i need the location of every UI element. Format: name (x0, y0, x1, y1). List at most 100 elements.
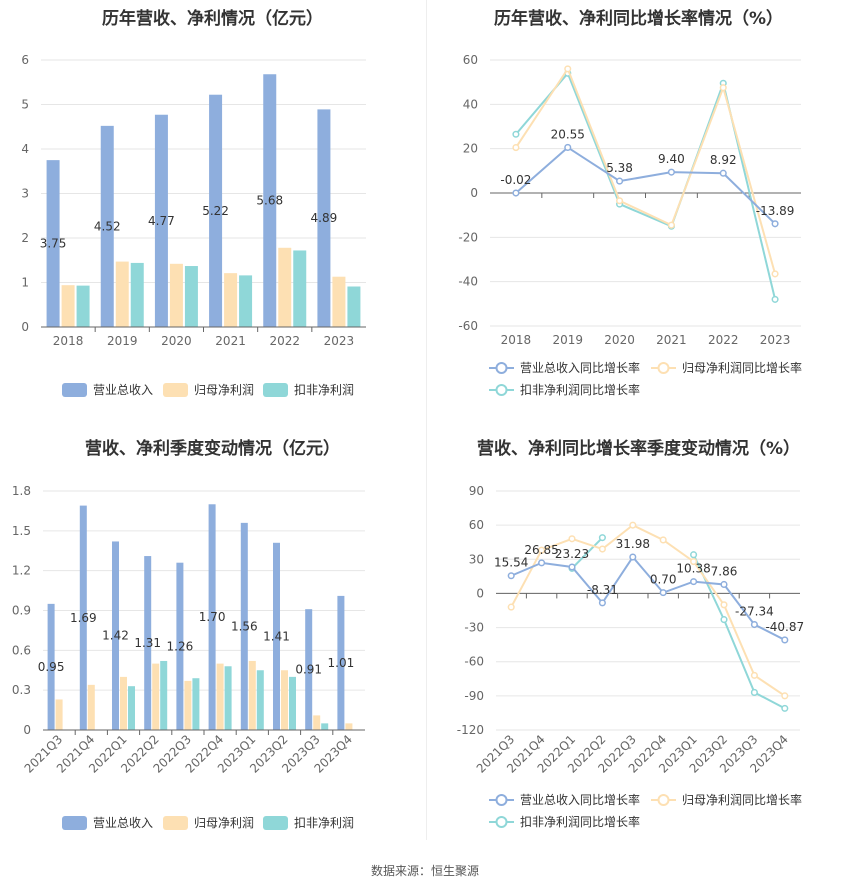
y-tick-label: 40 (463, 97, 478, 111)
data-point (616, 177, 624, 185)
data-label: 5.68 (256, 194, 283, 208)
chart-title: 历年营收、净利同比增长率情况（%） (493, 9, 784, 29)
data-point (690, 578, 698, 586)
data-label: 7.86 (711, 564, 738, 578)
data-point (598, 545, 606, 553)
data-point (538, 559, 546, 567)
bar (293, 250, 307, 327)
data-point (690, 558, 698, 566)
data-label: 0.70 (650, 573, 677, 587)
data-point (781, 636, 789, 644)
series-line (515, 66, 777, 275)
legend-swatch (263, 383, 288, 397)
data-point (507, 603, 515, 611)
legend-label: 扣非净利润同比增长率 (520, 382, 640, 397)
data-point (720, 580, 728, 589)
data-label: 31.98 (616, 537, 650, 551)
y-tick-label: 60 (469, 518, 484, 532)
series-line (510, 523, 786, 697)
y-tick-label: 0.6 (12, 643, 31, 657)
legend-label: 归母净利润同比增长率 (682, 792, 802, 807)
data-label: 1.01 (328, 656, 355, 670)
data-label: 20.55 (551, 127, 585, 141)
bar (61, 285, 75, 327)
data-label: -27.34 (735, 605, 774, 619)
y-tick-label: -90 (464, 689, 484, 703)
quarterly-growth-chart: 营收、净利同比增长率季度变动情况（%） -120 -90 -60 -30 0 30 60 90… (427, 420, 850, 840)
bar (115, 261, 129, 327)
data-label: -8.31 (587, 583, 618, 597)
y-tick-label: 1 (21, 276, 29, 290)
legend-label: 归母净利润 (194, 383, 254, 397)
x-tick-label: 2022 (269, 334, 300, 348)
annual-bar-chart: 历年营收、净利情况（亿元） 0 1 2 3 4 5 6 3.75 4.52 4.77 5.22 5.6… (0, 0, 425, 410)
data-label: 15.54 (494, 556, 528, 570)
data-point (771, 270, 779, 278)
data-point (690, 551, 698, 559)
annual-growth-svg: -60 -40 -20 0 20 40 60 -0.02 20.55 5.38 9.40 8.92 -1… (458, 53, 802, 397)
data-point (771, 220, 779, 228)
legend-swatch (657, 362, 670, 374)
data-label: 4.52 (94, 219, 121, 233)
x-tick-label: 2019 (552, 333, 583, 347)
data-label: 1.31 (134, 636, 161, 650)
bar (120, 676, 127, 730)
data-label: 0.95 (38, 660, 65, 674)
bar (209, 94, 223, 328)
data-label: 26.85 (524, 543, 558, 557)
legend-label: 归母净利润同比增长率 (682, 360, 802, 375)
y-tick-label: 60 (463, 53, 478, 67)
bar (305, 609, 313, 730)
data-label: -0.02 (500, 173, 531, 187)
bar (273, 542, 280, 730)
bar (256, 670, 264, 730)
quarterly-bar-svg: 0 0.3 0.6 0.9 1.2 1.5 1.8 0.95 1.69 1.42 1.31 1.26 1… (12, 484, 365, 830)
bar (239, 275, 253, 327)
legend-swatch (657, 794, 670, 806)
bar (46, 160, 60, 327)
legend-swatch (495, 794, 508, 806)
bar (216, 663, 224, 730)
legend-label: 扣非净利润 (294, 816, 354, 830)
legend-label: 归母净利润 (194, 816, 254, 830)
legend-label: 扣非净利润同比增长率 (520, 814, 640, 829)
data-label: 1.26 (167, 639, 194, 653)
data-point (512, 144, 520, 152)
y-tick-label: -60 (464, 655, 484, 669)
y-tick-label: 0.9 (12, 604, 31, 618)
annual-bar-svg: 0 1 2 3 4 5 6 3.75 4.52 4.77 5.22 5.68 4.89 2018 2019 2… (21, 53, 366, 397)
y-tick-label: -40 (458, 275, 478, 289)
bar (160, 660, 168, 730)
bar (224, 666, 232, 730)
data-point (771, 295, 779, 303)
y-tick-label: -30 (464, 621, 484, 635)
y-tick-label: 0 (470, 186, 478, 200)
legend-label: 营业总收入同比增长率 (520, 792, 640, 807)
panel-divider (426, 0, 427, 840)
bar (144, 556, 152, 730)
y-tick-label: 2 (21, 231, 29, 245)
y-tick-label: 6 (21, 53, 29, 67)
bar (345, 723, 353, 730)
bar (278, 247, 292, 327)
legend-label: 营业总收入 (93, 816, 153, 830)
chart-title: 营收、净利季度变动情况（亿元） (85, 439, 340, 459)
series-line (510, 555, 786, 641)
data-point (616, 197, 624, 205)
data-point (720, 601, 728, 609)
y-tick-label: -60 (458, 319, 478, 333)
bar (87, 684, 95, 730)
bar (263, 74, 277, 328)
data-point (564, 65, 572, 73)
bar (154, 114, 168, 327)
data-point (598, 534, 606, 542)
series-line (692, 554, 786, 710)
bar (281, 670, 288, 730)
x-tick-label: 2018 (53, 334, 84, 348)
data-label: -40.87 (765, 620, 804, 634)
data-point (507, 572, 515, 580)
bar (208, 504, 216, 730)
data-point (568, 563, 576, 571)
data-label: 1.69 (70, 611, 97, 625)
data-point (629, 553, 637, 561)
